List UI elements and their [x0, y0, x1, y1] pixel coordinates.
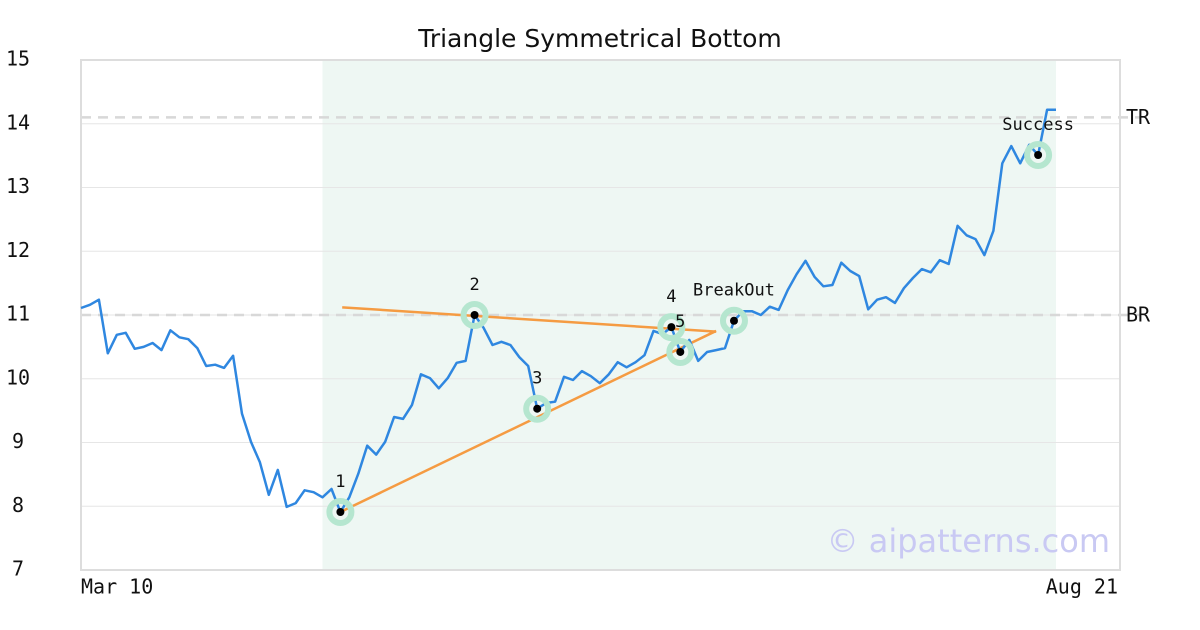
- y-tick-label: 12: [6, 238, 30, 262]
- point-dot: [1034, 150, 1043, 159]
- point-label: Success: [1002, 115, 1074, 135]
- level-label: BR: [1126, 303, 1151, 327]
- y-tick-label: 9: [12, 429, 24, 453]
- point-halo: [657, 313, 686, 342]
- x-tick-label: Aug 21: [1046, 575, 1118, 599]
- y-tick-label: 14: [6, 110, 30, 134]
- point-dot: [729, 316, 738, 325]
- trendline: [342, 306, 717, 333]
- y-tick-label: 8: [12, 493, 24, 517]
- point-dot: [470, 311, 479, 319]
- trendline: [339, 329, 717, 514]
- point-halo: [460, 301, 489, 329]
- price-line: [80, 108, 1056, 514]
- y-tick-label: 7: [12, 557, 24, 581]
- y-tick-label: 13: [6, 174, 30, 198]
- point-label: 3: [532, 369, 542, 389]
- point-halo: [666, 337, 695, 366]
- y-tick-label: 15: [6, 47, 30, 71]
- chart-title: Triangle Symmetrical Bottom: [417, 24, 782, 53]
- point-dot: [667, 323, 676, 332]
- point-dot: [533, 404, 542, 413]
- point-label: BreakOut: [693, 281, 775, 301]
- x-tick-label: Mar 10: [81, 575, 153, 599]
- point-label: 5: [675, 312, 685, 332]
- point-dot: [336, 507, 345, 516]
- point-label: 1: [335, 472, 345, 492]
- plot-frame: [80, 59, 1121, 571]
- point-halo: [719, 306, 748, 335]
- point-halo: [523, 394, 552, 423]
- point-label: 4: [666, 287, 676, 307]
- y-tick-label: 10: [6, 365, 30, 389]
- point-halo: [1024, 140, 1053, 169]
- point-dot: [676, 347, 685, 356]
- point-halo: [326, 497, 355, 526]
- y-tick-label: 11: [6, 302, 30, 326]
- level-label: TR: [1126, 105, 1151, 129]
- watermark: © aipatterns.com: [827, 522, 1110, 560]
- point-label: 2: [469, 275, 479, 295]
